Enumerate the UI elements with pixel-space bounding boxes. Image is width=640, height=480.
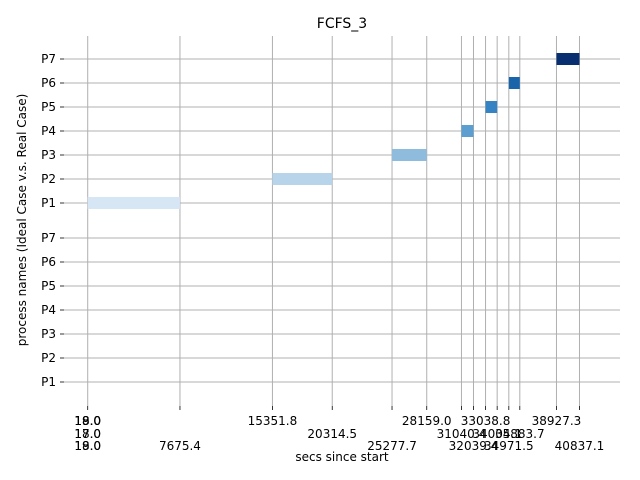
y-tick-label: P4 xyxy=(41,124,56,138)
x-tick-labels: 19.018.018.017.018.019.018.0 7675.415351.… xyxy=(74,414,604,453)
y-tick-label: P4 xyxy=(41,303,56,317)
x-tick-label: 18.0 xyxy=(74,439,101,453)
x-tick-label: 15351.8 xyxy=(248,414,298,428)
x-tick-label: 40837.1 xyxy=(555,439,605,453)
y-tick-label: P3 xyxy=(41,327,56,341)
x-tick-label: 28159.0 xyxy=(402,414,452,428)
x-tick-label: 19.0 xyxy=(74,439,101,453)
y-tick-label: P1 xyxy=(41,375,56,389)
y-axis-label: process names (Ideal Case v.s. Real Case… xyxy=(15,94,29,347)
x-tick-label: 19.0 xyxy=(74,414,101,428)
process-bar-p3 xyxy=(392,149,427,161)
x-tick-label: 18.0 xyxy=(74,414,101,428)
y-tick-label: P5 xyxy=(41,279,56,293)
y-tick-label: P6 xyxy=(41,76,56,90)
x-tick-label: 33038.8 xyxy=(461,414,511,428)
process-bar-p2 xyxy=(272,173,333,185)
chart-title: FCFS_3 xyxy=(317,16,367,32)
x-tick-label: 34004.1 xyxy=(472,427,522,441)
process-bars xyxy=(87,53,580,209)
y-tick-label: P5 xyxy=(41,100,56,114)
process-bar-p5 xyxy=(485,101,498,113)
y-tick-label: P7 xyxy=(41,231,56,245)
x-tick-label: 17.0 xyxy=(74,427,101,441)
x-axis-label: secs since start xyxy=(295,450,389,464)
y-tick-label: P6 xyxy=(41,255,56,269)
grid-lines xyxy=(60,36,620,410)
x-tick-label: 34971.5 xyxy=(484,439,534,453)
y-tick-labels: P1 P2 P3 P4 P5 P6 P7 P1 P2 P3 P4 P5 P6 P7 xyxy=(41,52,56,389)
x-tick-label: 18.0 xyxy=(74,427,101,441)
x-tick-label: 18.0 xyxy=(74,414,101,428)
x-tick-label: 25277.7 xyxy=(367,439,417,453)
x-tick-label: 38927.3 xyxy=(532,414,582,428)
y-tick-label: P3 xyxy=(41,148,56,162)
x-tick-label: 32039.4 xyxy=(449,439,499,453)
x-tick-label: 31040.4 xyxy=(437,427,487,441)
y-tick-label: P2 xyxy=(41,351,56,365)
x-tick-label: 7675.4 xyxy=(159,439,201,453)
y-tick-label: P7 xyxy=(41,52,56,66)
process-bar-p6 xyxy=(508,77,520,89)
y-tick-label: P2 xyxy=(41,172,56,186)
y-tick-label: P1 xyxy=(41,196,56,210)
process-bar-p1 xyxy=(87,197,180,209)
x-tick-label: 35883.7 xyxy=(495,427,545,441)
process-bar-p4 xyxy=(461,125,474,137)
process-bar-p7 xyxy=(556,53,580,65)
x-tick-label: 20314.5 xyxy=(307,427,357,441)
